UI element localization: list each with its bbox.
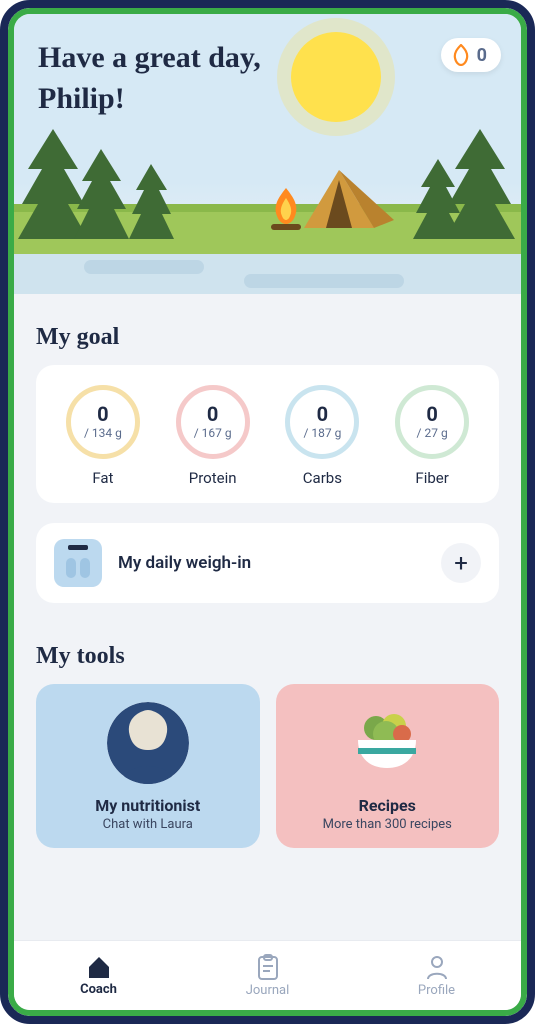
streak-badge[interactable]: 0 [441,38,501,72]
tab-coach[interactable]: Coach [14,955,183,997]
tree-icon [74,149,129,239]
tool-card-nutritionist[interactable]: My nutritionist Chat with Laura [36,684,260,848]
tree-icon [129,164,174,239]
goal-value: 0 [97,404,108,424]
bowl-icon [346,702,428,784]
goal-item-fat: 0 / 134 g Fat [48,385,158,487]
greeting-text: Have a great day, Philip! [38,38,338,119]
goal-label: Carbs [268,469,378,487]
goal-max: / 167 g [194,426,232,440]
tool-subtitle: More than 300 recipes [288,817,488,832]
weighin-card[interactable]: My daily weigh-in + [36,523,499,603]
tool-subtitle: Chat with Laura [48,817,248,832]
home-icon [86,955,112,979]
plus-icon: + [454,549,468,577]
tab-profile[interactable]: Profile [352,954,521,998]
flame-icon [451,44,471,66]
campfire-icon [269,188,303,236]
tool-title: Recipes [288,796,488,815]
weighin-label: My daily weigh-in [118,553,425,573]
goal-max: / 27 g [417,426,448,440]
goal-max: / 134 g [84,426,122,440]
goal-max: / 187 g [303,426,341,440]
tree-icon [413,159,463,239]
scale-icon [54,539,102,587]
tool-card-recipes[interactable]: Recipes More than 300 recipes [276,684,500,848]
goal-section-title: My goal [36,324,499,351]
profile-icon [425,954,449,980]
goal-card[interactable]: 0 / 134 g Fat 0 / 167 g Protein 0 / 187 … [36,365,499,503]
goal-value: 0 [207,404,218,424]
tab-label: Coach [80,982,117,997]
goal-ring: 0 / 27 g [395,385,469,459]
tab-bar: Coach Journal Profile [14,940,521,1010]
streak-count: 0 [477,45,487,66]
goal-item-protein: 0 / 167 g Protein [158,385,268,487]
avatar [107,702,189,784]
tools-row: My nutritionist Chat with Laura Recipes … [36,684,499,848]
tools-section-title: My tools [36,643,499,670]
journal-icon [257,954,279,980]
water [14,254,521,294]
tent-icon [304,170,394,234]
goal-item-fiber: 0 / 27 g Fiber [377,385,487,487]
phone-screen: Have a great day, Philip! 0 My goal 0 / … [8,8,527,1016]
goal-ring: 0 / 187 g [285,385,359,459]
goal-label: Fiber [377,469,487,487]
goal-item-carbs: 0 / 187 g Carbs [268,385,378,487]
phone-frame: Have a great day, Philip! 0 My goal 0 / … [0,0,535,1024]
goal-value: 0 [317,404,328,424]
tab-label: Profile [418,983,455,998]
goal-label: Fat [48,469,158,487]
goal-label: Protein [158,469,268,487]
goal-ring: 0 / 134 g [66,385,140,459]
goal-value: 0 [426,404,437,424]
hero-illustration: Have a great day, Philip! 0 [14,14,521,294]
goal-ring: 0 / 167 g [176,385,250,459]
tab-journal[interactable]: Journal [183,954,352,998]
add-weighin-button[interactable]: + [441,543,481,583]
main-content: My goal 0 / 134 g Fat 0 / 167 g Protein … [14,294,521,848]
tool-title: My nutritionist [48,796,248,815]
tab-label: Journal [246,983,290,998]
